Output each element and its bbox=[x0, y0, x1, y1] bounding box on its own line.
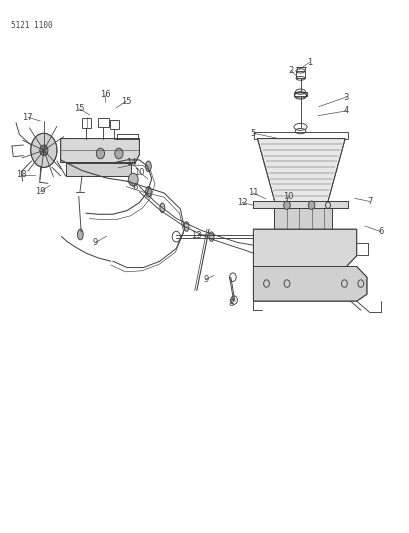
Text: 7: 7 bbox=[366, 197, 372, 206]
Polygon shape bbox=[61, 139, 139, 163]
Polygon shape bbox=[253, 201, 348, 208]
Text: 13: 13 bbox=[190, 231, 201, 240]
Ellipse shape bbox=[145, 161, 151, 172]
Polygon shape bbox=[65, 163, 131, 176]
Text: 1: 1 bbox=[306, 58, 311, 67]
Text: 2: 2 bbox=[288, 66, 293, 75]
Text: 10: 10 bbox=[134, 168, 144, 176]
Polygon shape bbox=[273, 208, 331, 229]
Circle shape bbox=[31, 133, 57, 167]
Polygon shape bbox=[253, 266, 366, 301]
Text: 6: 6 bbox=[132, 183, 138, 192]
Text: 8: 8 bbox=[228, 300, 234, 308]
Text: 6: 6 bbox=[378, 228, 383, 236]
Text: 15: 15 bbox=[120, 97, 131, 106]
Text: 14: 14 bbox=[126, 158, 136, 167]
Text: 9: 9 bbox=[93, 238, 98, 247]
Text: 11: 11 bbox=[247, 189, 258, 197]
Text: 18: 18 bbox=[16, 171, 27, 179]
Text: 5: 5 bbox=[250, 129, 255, 138]
Circle shape bbox=[40, 145, 48, 156]
Ellipse shape bbox=[209, 232, 213, 241]
Circle shape bbox=[128, 173, 138, 186]
Text: 9: 9 bbox=[203, 275, 208, 284]
Polygon shape bbox=[253, 229, 356, 266]
Ellipse shape bbox=[145, 187, 151, 197]
Circle shape bbox=[283, 201, 290, 209]
Text: 5121 1100: 5121 1100 bbox=[11, 21, 53, 30]
Ellipse shape bbox=[77, 229, 83, 240]
Text: 4: 4 bbox=[343, 107, 348, 115]
Polygon shape bbox=[257, 139, 344, 201]
Text: 19: 19 bbox=[35, 187, 46, 196]
Ellipse shape bbox=[160, 203, 164, 213]
Circle shape bbox=[96, 148, 104, 159]
Text: 16: 16 bbox=[99, 91, 110, 99]
Text: 17: 17 bbox=[22, 113, 33, 122]
Ellipse shape bbox=[184, 222, 189, 231]
Text: 12: 12 bbox=[236, 198, 247, 207]
Circle shape bbox=[115, 148, 123, 159]
Text: 10: 10 bbox=[282, 192, 293, 200]
Circle shape bbox=[308, 201, 314, 209]
Text: 15: 15 bbox=[74, 104, 84, 113]
Text: 3: 3 bbox=[343, 93, 348, 101]
